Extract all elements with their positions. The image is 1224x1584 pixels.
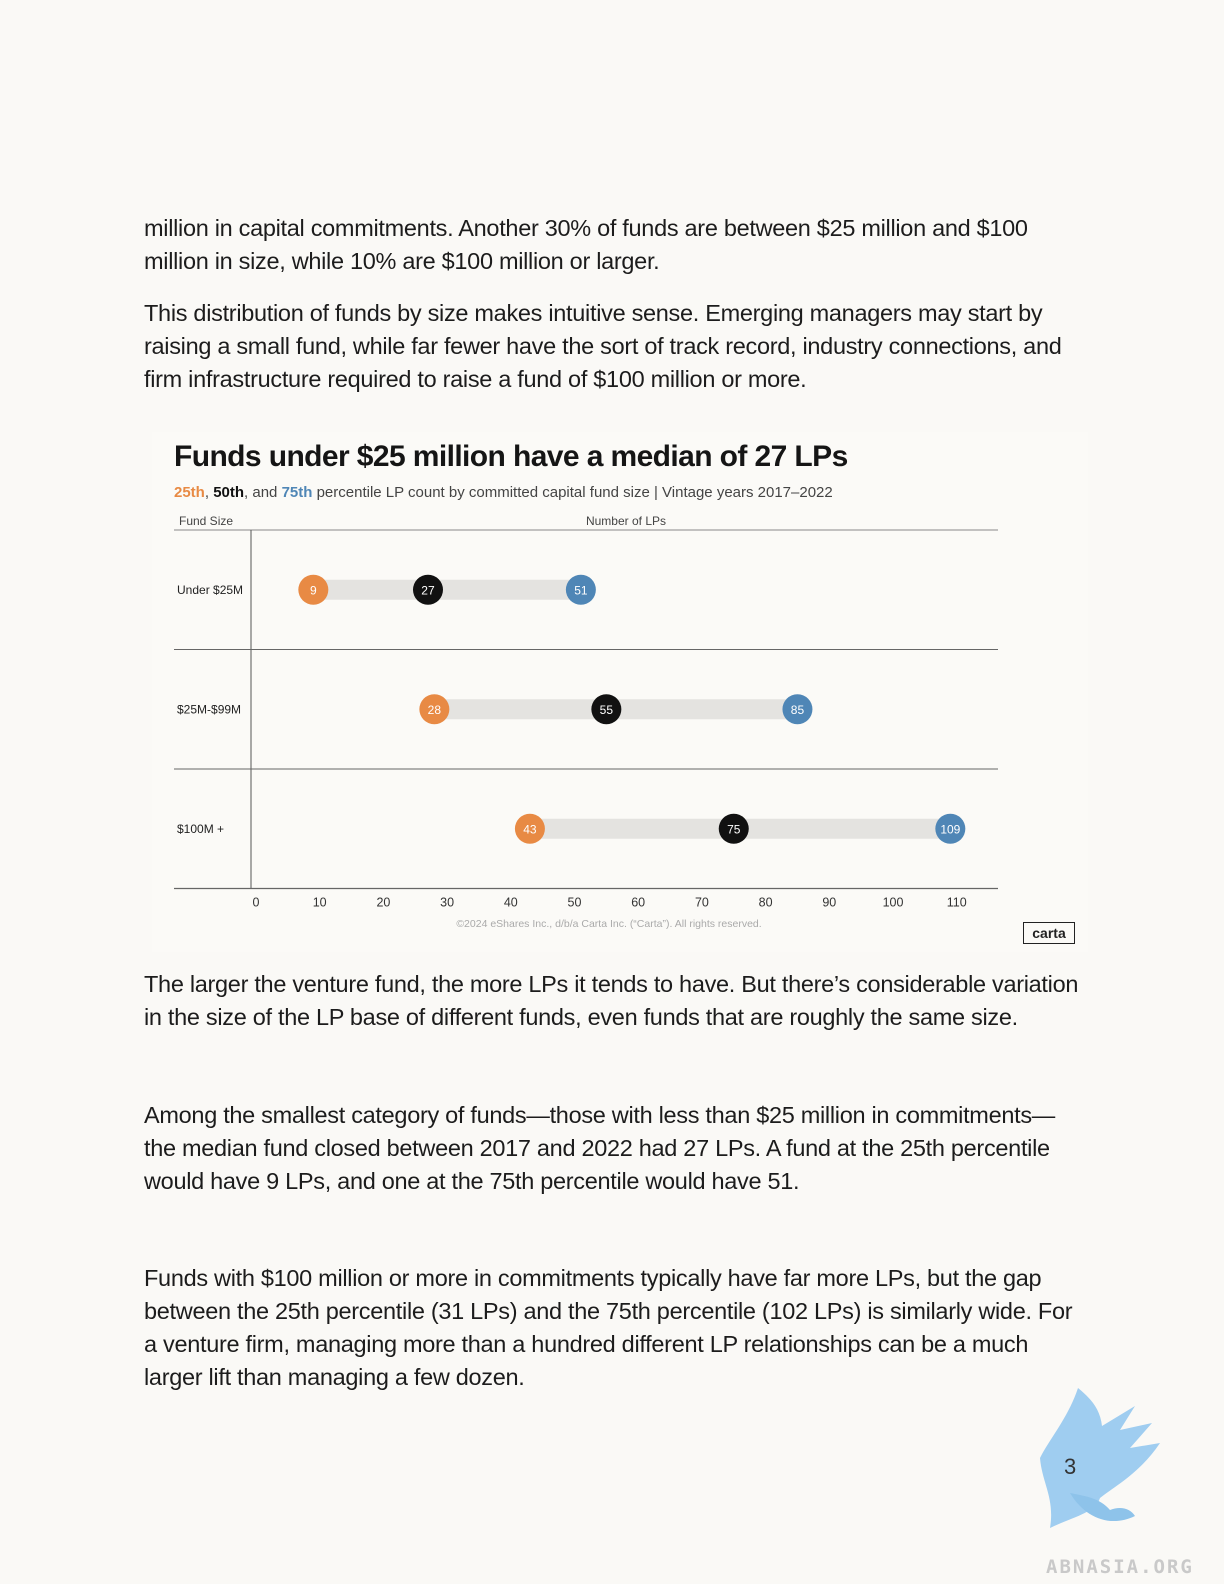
subtitle-p75: 75th — [281, 484, 313, 501]
x-tick-label: 80 — [759, 896, 773, 910]
x-tick-label: 90 — [822, 896, 836, 910]
category-label: Under $25M — [177, 583, 243, 597]
chart-title: Funds under $25 million have a median of… — [174, 440, 848, 473]
paragraph-4: Among the smallest category of funds—tho… — [144, 1102, 1056, 1194]
x-tick-label: 40 — [504, 896, 518, 910]
x-tick-label: 100 — [883, 896, 904, 910]
dumbbell-chart: Fund Size Number of LPs Under $25M 9 27 51 $25… — [174, 514, 998, 930]
bird-logo-icon — [1040, 1388, 1160, 1528]
paragraph-3: The larger the venture fund, the more LP… — [144, 971, 1079, 1030]
x-tick-label: 50 — [568, 896, 582, 910]
x-tick-label: 110 — [947, 896, 967, 910]
dot-25th-percentile — [419, 694, 450, 725]
watermark-text: ABNASIA.ORG — [1046, 1556, 1194, 1578]
dot-75th-percentile — [565, 574, 596, 605]
dot-50th-percentile — [591, 694, 622, 725]
subtitle-sep-1: , — [204, 484, 214, 501]
data-label: 109 — [940, 822, 960, 836]
data-label: 51 — [574, 583, 588, 597]
carta-logo: carta — [1023, 922, 1075, 944]
x-tick-label: 0 — [253, 896, 260, 910]
subtitle-p25: 25th — [174, 484, 205, 501]
category-label: $100M + — [177, 822, 224, 836]
paragraph-5: Funds with $100 million or more in commi… — [144, 1265, 1073, 1390]
x-tick-label: 60 — [631, 896, 645, 910]
dot-25th-percentile — [514, 813, 545, 844]
dot-25th-percentile — [298, 574, 329, 605]
dot-50th-percentile — [718, 813, 749, 844]
chart-subtitle: 25th, 50th, and 75th percentile LP count… — [174, 484, 833, 501]
x-tick-label: 10 — [313, 896, 327, 910]
dot-75th-percentile — [935, 813, 966, 844]
x-tick-label: 20 — [376, 896, 390, 910]
subtitle-rest: percentile LP count by committed capital… — [312, 484, 833, 501]
data-label: 28 — [428, 703, 442, 717]
x-tick-label: 30 — [440, 896, 454, 910]
subtitle-sep-2: , and — [244, 484, 282, 501]
page-number: 3 — [1064, 1454, 1077, 1479]
data-label: 9 — [310, 583, 317, 597]
y-axis-header: Fund Size — [179, 514, 233, 528]
data-label: 85 — [791, 703, 805, 717]
data-label: 27 — [421, 583, 435, 597]
data-label: 43 — [523, 822, 537, 836]
paragraph-1: million in capital commitments. Another … — [144, 215, 1028, 274]
x-tick-label: 70 — [695, 896, 709, 910]
x-axis-header: Number of LPs — [586, 514, 666, 528]
chart-footer: ©2024 eShares Inc., d/b/a Carta Inc. (“C… — [456, 918, 761, 930]
dot-50th-percentile — [412, 574, 443, 605]
data-label: 75 — [727, 822, 741, 836]
subtitle-p50: 50th — [213, 484, 245, 501]
dot-75th-percentile — [782, 694, 813, 725]
chart-card — [152, 432, 1088, 952]
data-label: 55 — [600, 703, 614, 717]
paragraph-2: This distribution of funds by size makes… — [144, 300, 1062, 392]
category-label: $25M-$99M — [177, 702, 241, 716]
